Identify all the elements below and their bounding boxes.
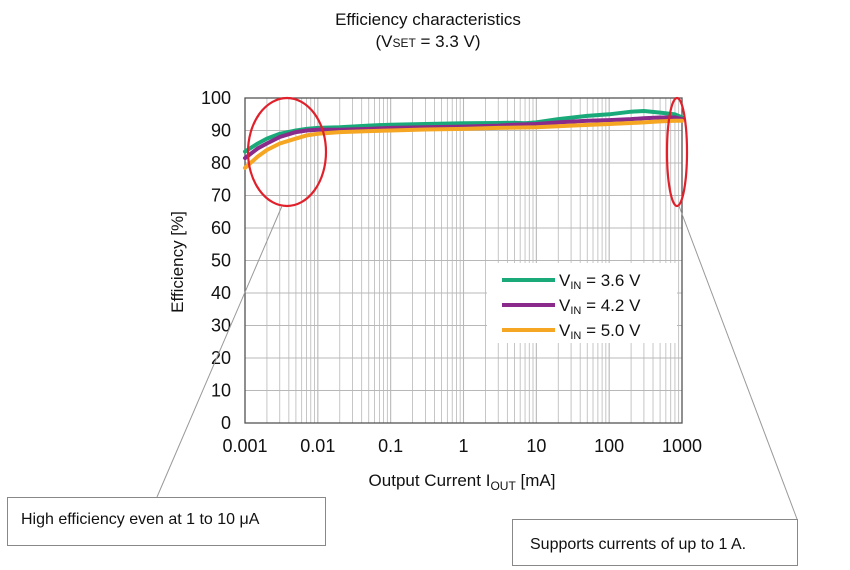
y-tick-label: 90 <box>211 121 231 141</box>
chart-subtitle: (VSET = 3.3 V) <box>375 32 480 51</box>
legend: VIN = 3.6 V VIN = 4.2 V VIN = 5.0 V <box>487 263 677 343</box>
x-tick-label: 1000 <box>662 436 702 456</box>
y-tick-label: 80 <box>211 153 231 173</box>
high-current-highlight-ellipse <box>665 96 689 208</box>
series-line <box>243 118 684 170</box>
x-axis-label: Output Current IOUT [mA] <box>369 471 556 493</box>
x-tick-label: 10 <box>526 436 546 456</box>
x-tick-label: 0.01 <box>300 436 335 456</box>
left-leader-line <box>156 205 283 498</box>
right-leader-line <box>678 205 798 520</box>
y-axis-ticks: 0 10 20 30 40 50 60 70 80 90 100 <box>201 88 231 433</box>
y-tick-label: 10 <box>211 381 231 401</box>
series-lines <box>243 109 684 170</box>
legend-label: VIN = 3.6 V <box>559 271 641 292</box>
y-tick-label: 70 <box>211 186 231 206</box>
high-current-callout: Supports currents of up to 1 A. <box>512 519 798 566</box>
high-current-callout-text: Supports currents of up to 1 A. <box>530 536 747 553</box>
y-tick-label: 30 <box>211 316 231 336</box>
y-axis-label: Efficiency [%] <box>168 211 187 313</box>
y-tick-label: 100 <box>201 88 231 108</box>
legend-label: VIN = 4.2 V <box>559 296 641 317</box>
low-current-highlight-ellipse <box>246 96 328 208</box>
x-axis-ticks: 0.001 0.01 0.1 1 10 100 1000 <box>222 436 702 456</box>
grid <box>244 97 682 424</box>
y-tick-label: 0 <box>221 413 231 433</box>
y-tick-label: 20 <box>211 348 231 368</box>
x-tick-label: 100 <box>594 436 624 456</box>
legend-label: VIN = 5.0 V <box>559 321 641 342</box>
x-tick-label: 0.001 <box>222 436 267 456</box>
plot-area <box>244 97 683 424</box>
y-tick-label: 50 <box>211 251 231 271</box>
x-tick-label: 0.1 <box>378 436 403 456</box>
low-current-callout-text: High efficiency even at 1 to 10 μA <box>21 511 260 528</box>
low-current-callout: High efficiency even at 1 to 10 μA <box>7 497 326 546</box>
x-tick-label: 1 <box>458 436 468 456</box>
y-tick-label: 40 <box>211 283 231 303</box>
y-tick-label: 60 <box>211 218 231 238</box>
series-line <box>243 115 684 161</box>
chart-title: Efficiency characteristics <box>335 10 521 29</box>
